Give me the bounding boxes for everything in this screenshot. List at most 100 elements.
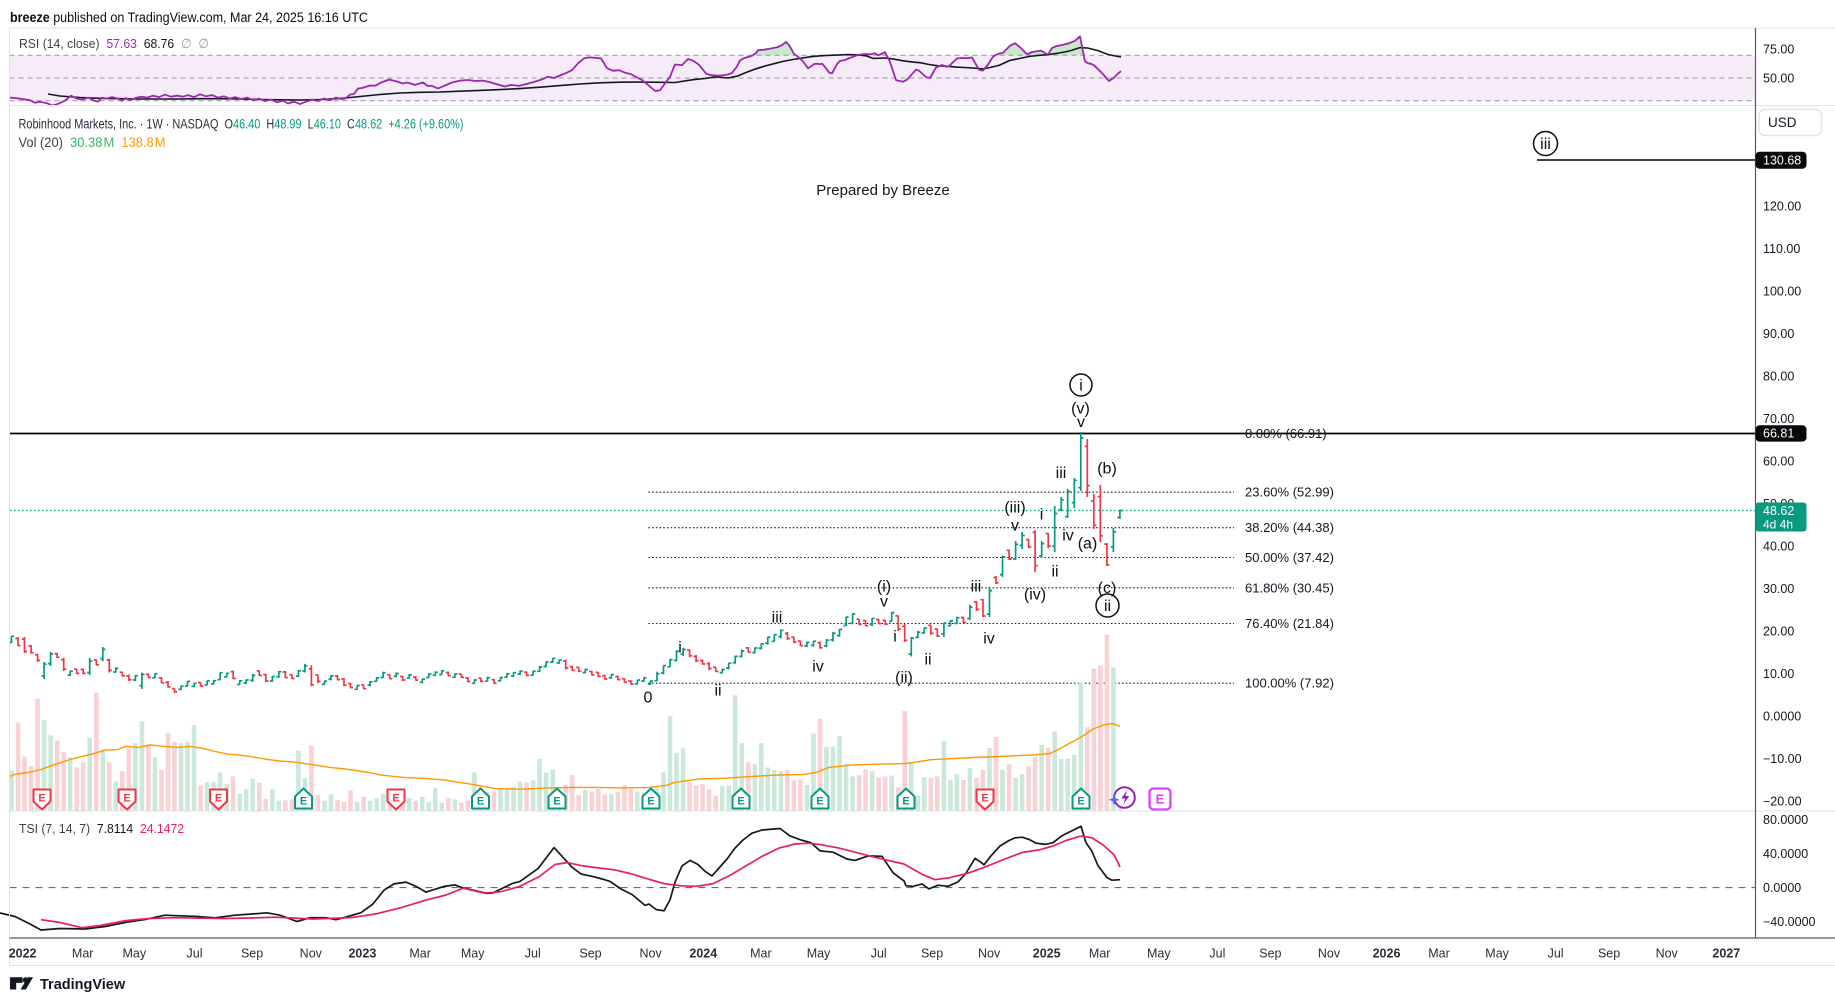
- svg-text:Nov: Nov: [639, 947, 662, 961]
- svg-text:E: E: [902, 796, 909, 808]
- svg-text:iii: iii: [1056, 465, 1067, 482]
- svg-text:2024: 2024: [689, 947, 717, 961]
- svg-text:80.0000: 80.0000: [1763, 813, 1808, 827]
- svg-text:70.00: 70.00: [1763, 412, 1794, 426]
- svg-text:(a): (a): [1078, 536, 1098, 553]
- svg-text:Sep: Sep: [921, 947, 943, 961]
- svg-text:2026: 2026: [1373, 947, 1401, 961]
- svg-text:v: v: [1077, 414, 1085, 431]
- svg-text:76.40% (21.84): 76.40% (21.84): [1245, 616, 1334, 631]
- svg-text:E: E: [477, 796, 484, 808]
- svg-text:E: E: [553, 796, 560, 808]
- svg-text:Nov: Nov: [1656, 947, 1679, 961]
- svg-text:(c): (c): [1098, 580, 1117, 597]
- svg-text:130.68: 130.68: [1763, 154, 1801, 168]
- svg-text:ii: ii: [1104, 598, 1111, 615]
- svg-text:Prepared by Breeze: Prepared by Breeze: [816, 182, 949, 199]
- svg-text:90.00: 90.00: [1763, 327, 1794, 341]
- svg-text:2025: 2025: [1033, 947, 1061, 961]
- svg-text:(ii): (ii): [895, 670, 913, 687]
- svg-text:E: E: [1077, 796, 1084, 808]
- svg-text:May: May: [807, 947, 831, 961]
- svg-text:2022: 2022: [9, 947, 37, 961]
- svg-text:May: May: [1485, 947, 1509, 961]
- svg-text:2023: 2023: [348, 947, 376, 961]
- svg-text:ii: ii: [1051, 564, 1058, 581]
- svg-text:100.00% (7.92): 100.00% (7.92): [1245, 676, 1334, 691]
- svg-text:Sep: Sep: [1259, 947, 1281, 961]
- svg-text:Sep: Sep: [241, 947, 263, 961]
- svg-text:66.81: 66.81: [1763, 427, 1794, 441]
- svg-text:Mar: Mar: [409, 947, 431, 961]
- svg-text:E: E: [737, 796, 744, 808]
- svg-text:May: May: [461, 947, 485, 961]
- svg-text:Nov: Nov: [978, 947, 1001, 961]
- svg-text:May: May: [1147, 947, 1171, 961]
- svg-text:TradingView: TradingView: [40, 977, 126, 993]
- svg-text:Jul: Jul: [187, 947, 203, 961]
- svg-text:iv: iv: [812, 659, 824, 676]
- svg-text:E: E: [38, 793, 45, 805]
- svg-text:Sep: Sep: [579, 947, 601, 961]
- svg-text:v: v: [1011, 518, 1019, 535]
- svg-text:iii: iii: [1540, 136, 1551, 153]
- svg-text:ii: ii: [714, 683, 721, 700]
- svg-text:50.00: 50.00: [1763, 72, 1794, 86]
- svg-text:4d 4h: 4d 4h: [1763, 518, 1793, 532]
- svg-text:100.00: 100.00: [1763, 285, 1801, 299]
- svg-text:75.00: 75.00: [1763, 43, 1794, 57]
- svg-text:E: E: [123, 793, 130, 805]
- svg-text:iv: iv: [1062, 528, 1074, 545]
- svg-text:30.00: 30.00: [1763, 582, 1794, 596]
- svg-text:v: v: [880, 594, 888, 611]
- svg-text:50.00% (37.42): 50.00% (37.42): [1245, 550, 1334, 565]
- svg-text:i: i: [1079, 378, 1083, 395]
- svg-text:E: E: [215, 793, 222, 805]
- svg-text:Mar: Mar: [1428, 947, 1450, 961]
- svg-text:(iii): (iii): [1004, 500, 1025, 517]
- svg-text:2027: 2027: [1712, 947, 1740, 961]
- svg-text:Jul: Jul: [1209, 947, 1225, 961]
- svg-text:(b): (b): [1097, 461, 1117, 478]
- svg-text:Nov: Nov: [300, 947, 323, 961]
- svg-text:Vol (20) 30.38 M 138.8 M: Vol (20) 30.38 M 138.8 M: [19, 135, 166, 150]
- svg-text:20.00: 20.00: [1763, 625, 1794, 639]
- svg-text:Robinhood Markets, Inc. · 1W ·: Robinhood Markets, Inc. · 1W · NASDAQ O4…: [19, 117, 464, 132]
- svg-text:40.00: 40.00: [1763, 540, 1794, 554]
- svg-text:ii: ii: [924, 652, 931, 669]
- svg-text:(iv): (iv): [1024, 587, 1046, 604]
- svg-text:breeze published on TradingVie: breeze published on TradingView.com, Mar…: [10, 10, 368, 25]
- svg-text:10.00: 10.00: [1763, 667, 1794, 681]
- svg-text:38.20% (44.38): 38.20% (44.38): [1245, 520, 1334, 535]
- svg-text:Jul: Jul: [525, 947, 541, 961]
- svg-text:−10.00: −10.00: [1763, 752, 1802, 766]
- svg-text:0: 0: [644, 690, 653, 707]
- svg-text:i: i: [678, 640, 682, 657]
- svg-text:48.62: 48.62: [1763, 504, 1794, 518]
- svg-text:E: E: [300, 796, 307, 808]
- svg-text:i: i: [1040, 507, 1044, 524]
- svg-text:RSI (14, close) 57.63 68.76: RSI (14, close) 57.63 68.76 ∅ ∅: [19, 36, 209, 51]
- svg-text:110.00: 110.00: [1763, 242, 1800, 256]
- svg-text:0.00% (66.91): 0.00% (66.91): [1245, 426, 1327, 441]
- svg-text:E: E: [981, 793, 988, 805]
- svg-text:−20.00: −20.00: [1763, 795, 1802, 809]
- svg-text:May: May: [122, 947, 146, 961]
- svg-text:i: i: [893, 629, 897, 646]
- svg-text:E: E: [392, 793, 399, 805]
- svg-text:−40.0000: −40.0000: [1763, 915, 1816, 929]
- svg-text:23.60% (52.99): 23.60% (52.99): [1245, 485, 1334, 500]
- svg-text:iii: iii: [971, 579, 982, 596]
- svg-text:40.0000: 40.0000: [1763, 847, 1808, 861]
- svg-text:0.0000: 0.0000: [1763, 881, 1801, 895]
- svg-text:E: E: [647, 796, 654, 808]
- svg-text:(v): (v): [1071, 401, 1090, 418]
- svg-text:61.80% (30.45): 61.80% (30.45): [1245, 580, 1334, 595]
- svg-text:120.00: 120.00: [1763, 200, 1801, 214]
- svg-text:(i): (i): [877, 579, 891, 596]
- svg-text:80.00: 80.00: [1763, 370, 1794, 384]
- svg-text:USD: USD: [1768, 115, 1797, 130]
- svg-text:Sep: Sep: [1598, 947, 1620, 961]
- svg-text:E: E: [816, 796, 823, 808]
- svg-text:iii: iii: [772, 610, 783, 627]
